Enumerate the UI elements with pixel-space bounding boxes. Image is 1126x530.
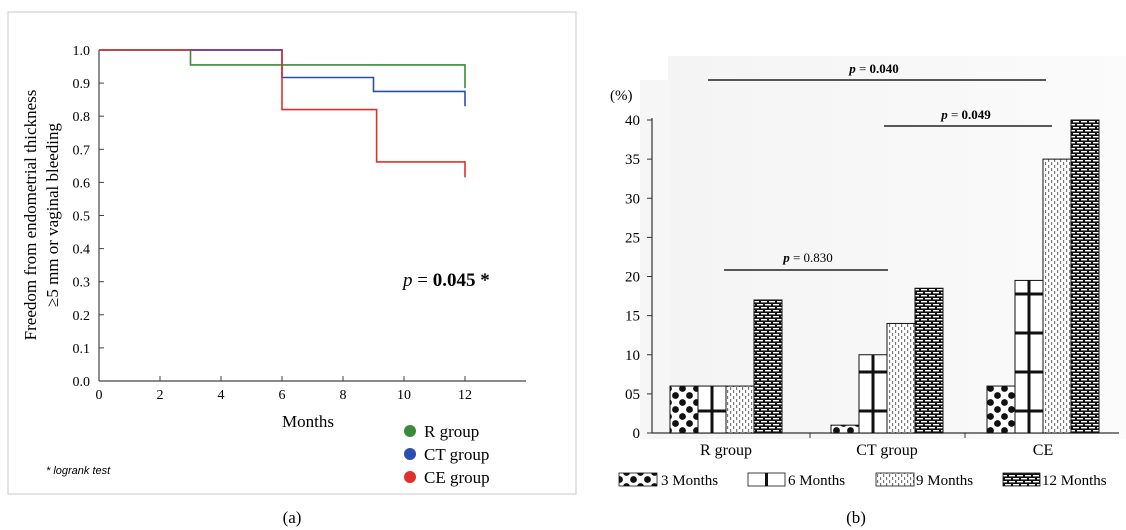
bar-9-months xyxy=(725,385,755,434)
bar-3-months xyxy=(669,385,699,434)
legend-item-ce-group: CE group xyxy=(404,468,490,487)
y-tick-label: 0.5 xyxy=(73,210,91,225)
y-tick-label: 30 xyxy=(625,191,640,207)
x-category-label: R group xyxy=(700,442,752,459)
y-tick-label: 40 xyxy=(625,113,640,129)
x-tick-label: 0 xyxy=(96,388,103,403)
legend-marker-r-group xyxy=(404,425,416,437)
y-tick-label: 15 xyxy=(625,309,640,325)
panel-a-p-value: p = 0.045 * xyxy=(401,270,490,291)
bar-3-months xyxy=(986,385,1016,434)
panel-a-y-axis-label-line2: ≥5 mm or vaginal bleeding xyxy=(43,122,62,307)
panel-a-x-axis-label: Months xyxy=(282,412,334,431)
y-tick-label: 0.1 xyxy=(73,342,91,357)
x-tick-label: 12 xyxy=(458,388,472,403)
legend-label-ce-group: CE group xyxy=(424,468,490,487)
legend-marker-ct-group xyxy=(404,448,416,460)
y-tick-label: 35 xyxy=(625,152,640,168)
panel-b-significance: p = 0.040 p = 0.049 p = 0.830 xyxy=(708,61,1052,271)
panel-a-footnote: * logrank test xyxy=(46,465,111,477)
y-tick-label: 0.9 xyxy=(73,77,91,92)
bar-12-months xyxy=(1070,119,1100,434)
x-tick-label: 8 xyxy=(340,388,347,403)
bar-12-months xyxy=(914,287,944,434)
x-tick-label: 6 xyxy=(279,388,286,403)
y-tick-label: 0.2 xyxy=(73,309,91,324)
panel-b: (%) 0 05 10 15 20 25 30 35 40 R group CT group CE p… xyxy=(610,56,1126,489)
y-tick-label: 0.4 xyxy=(73,243,91,258)
y-tick-label: 10 xyxy=(625,348,640,364)
panel-b-label: (b) xyxy=(846,508,866,527)
legend-label-9-months: 9 Months xyxy=(916,473,973,489)
legend-label-r-group: R group xyxy=(424,422,479,441)
panel-a-ticks: 0 2 4 6 8 10 12 0.0 0.1 0.2 0.3 0.4 0.5 0.6 0.7 0.8 0.9 1… xyxy=(73,44,473,403)
x-tick-label: 4 xyxy=(218,388,225,403)
legend-swatch-3-months xyxy=(618,472,658,487)
x-category-label: CT group xyxy=(856,442,917,459)
x-tick-label: 10 xyxy=(397,388,411,403)
bar-12-months xyxy=(753,299,783,434)
bar-3-months xyxy=(830,424,860,434)
legend-marker-ce-group xyxy=(404,471,416,483)
bar-9-months xyxy=(886,322,916,434)
legend-item-r-group: R group xyxy=(404,422,479,441)
panel-a-survival-lines xyxy=(99,49,466,178)
legend-label-6-months: 6 Months xyxy=(788,473,845,489)
panel-a-label: (a) xyxy=(283,508,302,527)
y-tick-label: 05 xyxy=(625,387,640,403)
panel-b-bars xyxy=(669,119,1100,434)
panel-a: 0 2 4 6 8 10 12 0.0 0.1 0.2 0.3 0.4 0.5 0.6 0.7 0.8 0.9 1… xyxy=(7,11,577,495)
y-tick-label: 0.7 xyxy=(73,143,91,158)
y-tick-label: 0 xyxy=(633,426,641,442)
panel-b-y-axis-unit: (%) xyxy=(610,88,633,104)
y-tick-label: 0.8 xyxy=(73,110,91,125)
y-tick-label: 0.0 xyxy=(73,375,91,390)
y-tick-label: 0.6 xyxy=(73,176,91,191)
legend-label-3-months: 3 Months xyxy=(661,473,718,489)
legend-swatch-6-months-bar xyxy=(765,473,768,486)
y-tick-label: 0.3 xyxy=(73,276,91,291)
legend-item-ct-group: CT group xyxy=(404,445,489,464)
y-tick-label: 25 xyxy=(625,230,640,246)
panel-a-frame xyxy=(7,11,577,495)
panel-b-plot-background-left xyxy=(640,80,670,439)
bar-9-months xyxy=(1042,158,1072,434)
panel-a-legend: R group CT group CE group xyxy=(404,422,490,487)
legend-label-12-months: 12 Months xyxy=(1042,473,1107,489)
legend-swatch-9-months xyxy=(875,472,915,487)
legend-swatch-12-months xyxy=(1002,472,1041,487)
legend-label-ct-group: CT group xyxy=(424,445,489,464)
significance-label: p = 0.040 xyxy=(848,61,899,76)
x-tick-label: 2 xyxy=(157,388,164,403)
x-category-label: CE xyxy=(1033,442,1053,459)
significance-label: p = 0.049 xyxy=(940,107,991,122)
panel-b-legend: 3 Months 6 Months 9 Months 12 Months xyxy=(618,472,1107,489)
y-tick-label: 20 xyxy=(625,270,640,286)
y-tick-label: 1.0 xyxy=(73,44,91,59)
significance-label: p = 0.830 xyxy=(782,250,833,265)
panel-a-y-axis-label-line1: Freedom from endometrial thickness xyxy=(21,90,40,341)
